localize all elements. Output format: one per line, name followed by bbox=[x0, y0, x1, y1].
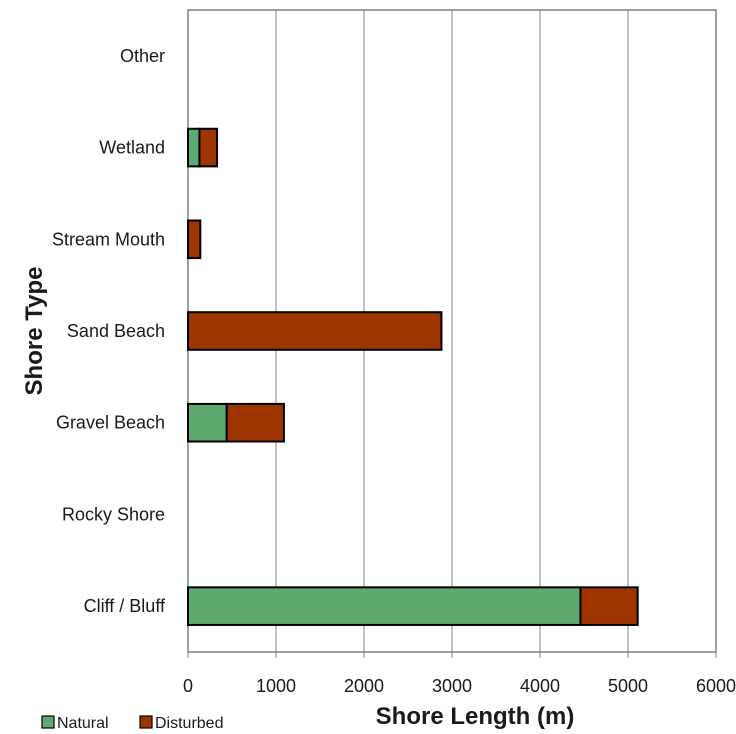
bar-natural-gravel-beach bbox=[187, 402, 228, 443]
y-tick-label: Wetland bbox=[99, 138, 165, 158]
bar-disturbed-stream-mouth bbox=[187, 219, 202, 260]
x-tick-labels: 0 1000 2000 3000 4000 5000 6000 bbox=[183, 676, 736, 696]
bars bbox=[187, 127, 639, 626]
y-tick-label: Cliff / Bluff bbox=[84, 596, 166, 616]
x-tick-label: 0 bbox=[183, 676, 193, 696]
x-tick-label: 2000 bbox=[344, 676, 384, 696]
legend-swatch-natural bbox=[41, 715, 55, 729]
gridlines bbox=[187, 10, 717, 658]
y-axis-title: Shore Type bbox=[21, 267, 48, 396]
legend: Natural Disturbed bbox=[41, 715, 223, 732]
x-axis-title: Shore Length (m) bbox=[376, 703, 575, 730]
bar-disturbed-gravel-beach bbox=[225, 402, 285, 443]
bar-natural-wetland bbox=[187, 127, 201, 168]
x-tick-label: 1000 bbox=[256, 676, 296, 696]
y-tick-label: Sand Beach bbox=[67, 321, 165, 341]
bar-disturbed-cliff-bluff bbox=[579, 586, 639, 626]
bar-natural-cliff-bluff bbox=[187, 586, 582, 626]
y-tick-label: Gravel Beach bbox=[56, 413, 165, 433]
legend-label-disturbed: Disturbed bbox=[155, 715, 223, 732]
x-tick-label: 5000 bbox=[608, 676, 648, 696]
y-tick-label: Rocky Shore bbox=[62, 504, 165, 524]
y-tick-labels: Cliff / Bluff Rocky Shore Gravel Beach Sand… bbox=[52, 46, 166, 616]
bar-disturbed-sand-beach bbox=[187, 311, 443, 351]
y-tick-label: Stream Mouth bbox=[52, 229, 165, 249]
x-tick-label: 6000 bbox=[696, 676, 736, 696]
bar-disturbed-wetland bbox=[198, 127, 219, 168]
y-tick-label: Other bbox=[120, 46, 165, 66]
legend-label-natural: Natural bbox=[57, 715, 109, 732]
x-tick-label: 3000 bbox=[432, 676, 472, 696]
legend-swatch-disturbed bbox=[139, 715, 153, 729]
x-tick-label: 4000 bbox=[520, 676, 560, 696]
